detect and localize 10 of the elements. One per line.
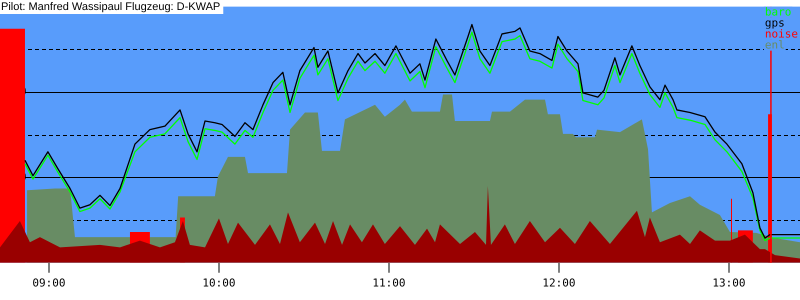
text: gps [764,16,785,30]
x-tick-label: 10:00 [202,276,236,290]
text: noise [764,27,798,40]
x-tick-label: 12:00 [542,276,576,290]
chart-title: Pilot: Manfred Wassipaul Flugzeug: D-KWAP [1,1,220,14]
x-tick-label: 13:00 [712,276,746,290]
x-tick-label: 11:00 [372,276,406,290]
text: baro [764,5,792,18]
text: enl [764,38,785,52]
x-tick-label: 09:00 [32,276,66,290]
